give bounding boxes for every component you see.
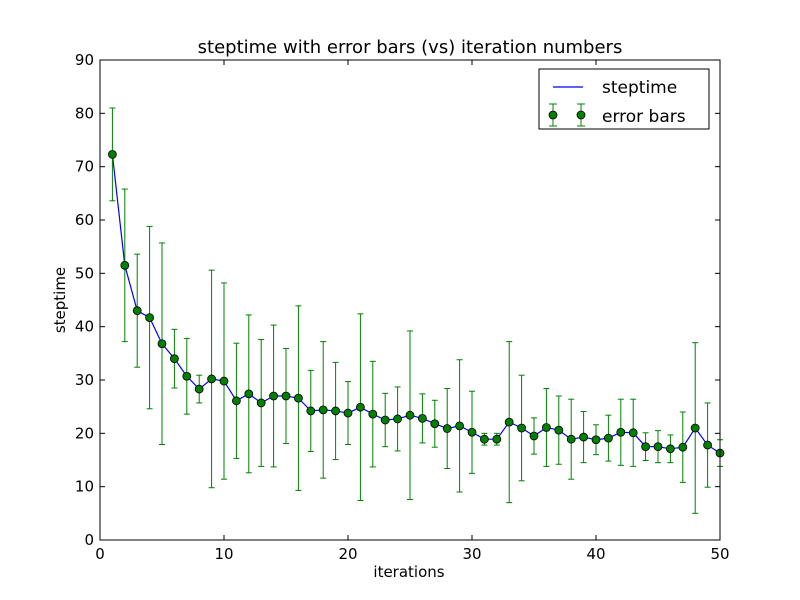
data-point	[108, 149, 117, 159]
data-point	[380, 415, 390, 425]
y-axis-label: steptime	[51, 267, 69, 333]
data-point	[703, 440, 712, 450]
y-tick-label: 90	[75, 51, 94, 69]
data-point	[368, 409, 378, 419]
data-point	[591, 435, 601, 445]
data-point	[529, 431, 539, 441]
y-tick-label: 20	[75, 424, 94, 442]
data-point	[641, 442, 650, 452]
data-point	[604, 433, 613, 443]
chart-title: steptime with error bars (vs) iteration …	[198, 37, 623, 58]
legend-error-bars-label: error bars	[602, 107, 686, 127]
data-point	[132, 306, 142, 316]
data-point	[343, 408, 353, 418]
data-point	[157, 339, 167, 349]
y-tick-label: 10	[75, 478, 94, 496]
data-point	[579, 432, 588, 442]
x-tick-label: 50	[710, 545, 729, 563]
x-axis-label: iterations	[373, 563, 444, 581]
data-point	[504, 417, 514, 427]
x-tick-label: 0	[95, 545, 105, 563]
data-point	[194, 384, 204, 394]
data-point	[269, 391, 279, 401]
data-point	[393, 414, 403, 424]
plot-frame	[99, 59, 721, 541]
data-point	[616, 427, 626, 437]
data-point	[120, 260, 130, 270]
data-point	[628, 428, 638, 438]
data-point	[442, 424, 452, 433]
data-point	[219, 376, 229, 386]
data-point	[455, 421, 465, 431]
data-point	[492, 434, 502, 444]
legend-error-bars-swatch	[548, 103, 586, 127]
plot-area: 0 10 20 30 40 50 0 10 20 30 40 50 60 70 80 90	[75, 51, 730, 563]
data-point	[690, 423, 700, 433]
y-tick-label: 30	[75, 371, 94, 389]
data-point	[355, 402, 365, 412]
x-tick-label: 10	[214, 545, 233, 563]
data-point	[554, 425, 564, 435]
data-point	[405, 410, 415, 420]
y-tick-label: 70	[75, 158, 94, 176]
data-point	[182, 371, 192, 381]
x-tick-label: 30	[462, 545, 481, 563]
data-point	[331, 406, 341, 416]
data-point	[467, 427, 477, 437]
data-point	[256, 398, 266, 408]
data-point	[293, 393, 303, 403]
data-point	[244, 389, 254, 399]
data-point	[653, 442, 663, 452]
data-point	[666, 444, 675, 454]
legend-frame	[538, 68, 710, 130]
y-tick-label: 50	[75, 264, 94, 282]
data-point	[145, 313, 155, 323]
data-marks	[108, 107, 725, 514]
axis-tick-labels: 0 10 20 30 40 50 0 10 20 30 40 50 60 70 80 90	[75, 51, 730, 563]
x-tick-label: 20	[338, 545, 357, 563]
legend: steptime error bars	[538, 68, 710, 130]
data-point	[306, 406, 316, 416]
y-tick-label: 80	[75, 104, 94, 122]
y-tick-label: 60	[75, 211, 94, 229]
data-point	[517, 423, 526, 433]
data-point	[566, 434, 576, 444]
data-point	[417, 413, 427, 423]
data-point	[542, 423, 551, 432]
data-point	[678, 442, 688, 452]
data-point	[430, 419, 440, 429]
data-point	[207, 374, 217, 384]
legend-steptime-label: steptime	[602, 78, 677, 98]
data-point	[169, 354, 179, 364]
y-tick-label: 0	[84, 531, 94, 549]
data-point	[281, 391, 291, 401]
data-point	[479, 434, 489, 444]
data-point	[318, 405, 328, 415]
y-tick-label: 40	[75, 318, 94, 336]
x-tick-label: 40	[586, 545, 605, 563]
data-point	[231, 396, 241, 406]
